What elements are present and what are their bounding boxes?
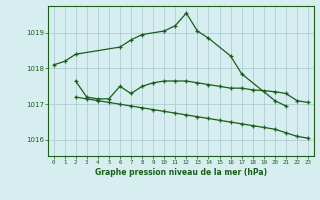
X-axis label: Graphe pression niveau de la mer (hPa): Graphe pression niveau de la mer (hPa)	[95, 168, 267, 177]
